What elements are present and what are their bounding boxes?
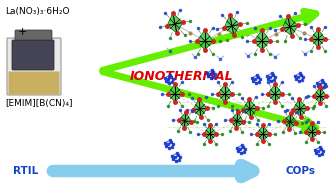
- FancyBboxPatch shape: [9, 71, 59, 94]
- Polygon shape: [168, 84, 182, 102]
- Text: COPs: COPs: [285, 166, 315, 176]
- Polygon shape: [243, 99, 257, 117]
- Polygon shape: [224, 15, 240, 35]
- FancyBboxPatch shape: [7, 38, 61, 95]
- Polygon shape: [283, 113, 296, 129]
- Polygon shape: [254, 30, 270, 50]
- Polygon shape: [204, 125, 216, 141]
- Polygon shape: [167, 13, 183, 33]
- Polygon shape: [179, 112, 191, 128]
- Polygon shape: [197, 30, 213, 50]
- Text: [EMIM][B(CN)₄]: [EMIM][B(CN)₄]: [5, 99, 73, 108]
- Polygon shape: [306, 123, 318, 139]
- Polygon shape: [314, 87, 326, 103]
- Text: +: +: [18, 27, 27, 37]
- Polygon shape: [311, 29, 325, 47]
- Polygon shape: [218, 84, 232, 102]
- Polygon shape: [282, 16, 298, 36]
- Polygon shape: [193, 99, 207, 117]
- Polygon shape: [268, 84, 282, 102]
- Text: IONOTHERMAL: IONOTHERMAL: [130, 70, 234, 84]
- Text: RTIL: RTIL: [13, 166, 38, 176]
- Polygon shape: [257, 125, 269, 141]
- Text: La(NO₃)₃·6H₂O: La(NO₃)₃·6H₂O: [5, 7, 70, 16]
- Polygon shape: [293, 99, 307, 117]
- FancyBboxPatch shape: [12, 40, 54, 70]
- FancyBboxPatch shape: [15, 30, 52, 40]
- Polygon shape: [231, 112, 243, 128]
